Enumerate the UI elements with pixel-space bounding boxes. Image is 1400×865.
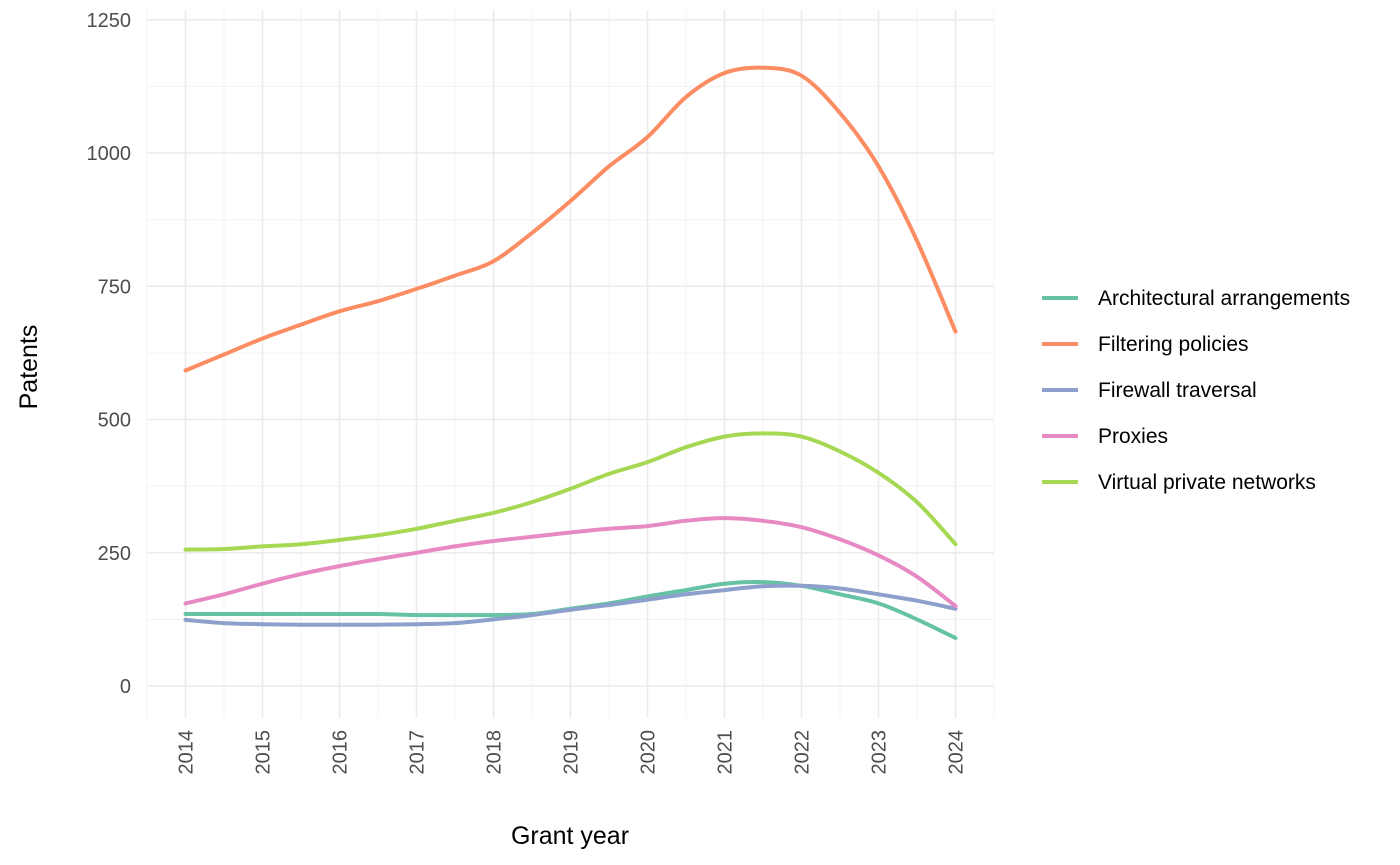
y-tick-label: 750 (98, 276, 131, 298)
x-tick-label: 2023 (869, 730, 891, 775)
y-axis-title: Patents (15, 325, 43, 410)
legend: Architectural arrangements Filtering poli… (1042, 287, 1350, 494)
x-tick-label: 2018 (484, 730, 506, 775)
x-tick-label: 2020 (638, 730, 660, 775)
legend-label-proxies: Proxies (1098, 425, 1168, 448)
legend-label-architectural-arrangements: Architectural arrangements (1098, 287, 1350, 310)
legend-label-filtering-policies: Filtering policies (1098, 333, 1249, 356)
y-tick-label: 0 (120, 676, 131, 698)
x-tick-label: 2015 (253, 730, 275, 775)
x-tick-label: 2014 (176, 730, 198, 775)
x-tick-label: 2024 (946, 730, 968, 775)
x-axis-tick-labels: 2014 2015 2016 2017 2018 2019 2020 2021 2022 2023… (176, 730, 968, 775)
y-tick-label: 1250 (87, 10, 132, 32)
x-tick-label: 2021 (715, 730, 737, 775)
x-tick-label: 2019 (561, 730, 583, 775)
y-tick-label: 250 (98, 543, 131, 565)
x-tick-label: 2017 (407, 730, 429, 775)
y-axis-tick-labels: 0 250 500 750 1000 1250 (87, 10, 132, 698)
y-tick-label: 1000 (87, 143, 132, 165)
legend-label-virtual-private-networks: Virtual private networks (1098, 471, 1316, 494)
legend-label-firewall-traversal: Firewall traversal (1098, 379, 1257, 402)
x-tick-label: 2022 (792, 730, 814, 775)
x-axis-title: Grant year (511, 822, 629, 850)
y-tick-label: 500 (98, 410, 131, 432)
x-tick-label: 2016 (330, 730, 352, 775)
